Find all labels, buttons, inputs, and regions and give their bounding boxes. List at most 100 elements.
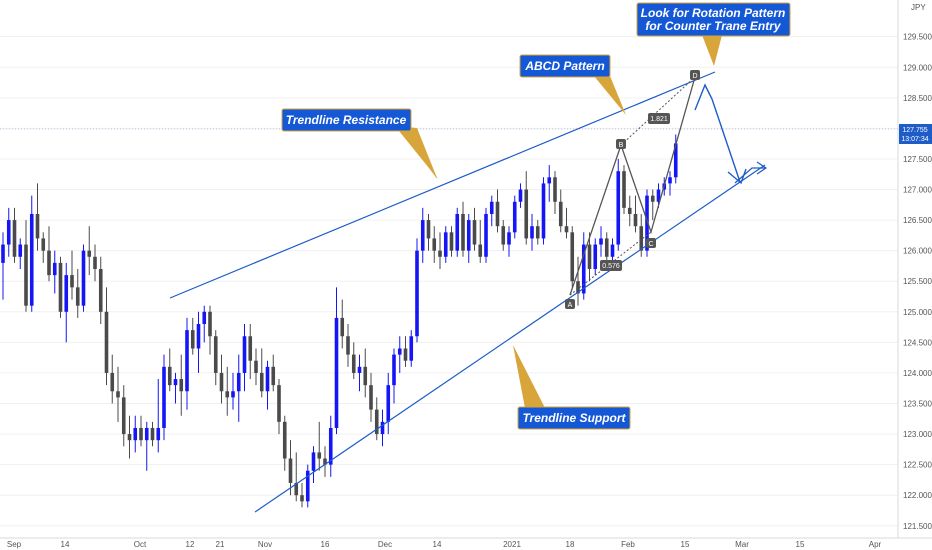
candle-body — [104, 311, 109, 373]
date-tick-label: 15 — [796, 540, 805, 549]
trendline-support[interactable] — [254, 164, 766, 513]
candle-body — [633, 213, 638, 227]
callout-trendline-resistance[interactable]: Trendline Resistance — [281, 108, 438, 179]
candle — [650, 189, 655, 221]
candle-body — [461, 213, 465, 251]
price-tick-label: 127.000 — [903, 186, 932, 195]
candle-body — [593, 244, 598, 269]
candle — [472, 207, 477, 251]
svg-text:A: A — [568, 302, 573, 309]
price-tick-label: 126.500 — [903, 216, 932, 225]
candle-body — [12, 220, 17, 257]
candle-body — [110, 372, 115, 392]
candle-body — [449, 232, 454, 251]
price-tick-label: 123.500 — [903, 400, 932, 409]
candle — [87, 226, 92, 276]
abcd-point-d: D — [690, 70, 700, 80]
date-tick-label: 21 — [216, 540, 225, 549]
candle-body — [208, 311, 212, 337]
candle-body — [351, 354, 356, 373]
price-tick-label: 124.500 — [903, 338, 932, 347]
candle — [254, 348, 258, 386]
candle — [530, 213, 534, 251]
candle-body — [288, 458, 293, 483]
candle-body — [599, 238, 603, 245]
projection-path — [694, 83, 741, 183]
candle — [415, 238, 419, 343]
candle-body — [420, 220, 425, 251]
price-axis[interactable]: 121.500 122.000 122.500 123.000 123.500 124.0… — [903, 33, 932, 531]
candle — [24, 220, 28, 312]
candle-body — [317, 452, 322, 459]
callout-trendline-support[interactable]: Trendline Support — [513, 345, 631, 430]
candle — [133, 415, 138, 453]
projection-arrowhead — [727, 168, 747, 185]
candle — [52, 250, 57, 294]
candle-body — [254, 360, 258, 373]
time-axis[interactable]: Sep 14 Oct 12 21 Nov 16 Dec 14 2021 18 Feb 15 Mar 15 Ap… — [7, 540, 882, 549]
callout-rotation-pattern[interactable]: Look for Rotation Pattern for Counter Tr… — [636, 2, 791, 66]
candle — [288, 440, 293, 496]
candle — [185, 317, 189, 410]
candle-body — [558, 201, 563, 227]
candle-body — [58, 262, 63, 312]
candle — [558, 189, 563, 233]
price-tick-label: 126.000 — [903, 247, 932, 256]
candle — [277, 379, 281, 435]
candle — [70, 250, 74, 300]
candle — [438, 232, 442, 269]
candle — [541, 177, 546, 245]
svg-text:Trendline Resistance: Trendline Resistance — [286, 113, 407, 127]
candle — [265, 360, 270, 410]
candle-body — [81, 250, 86, 306]
candle-body — [225, 391, 230, 398]
date-tick-label: Feb — [621, 540, 635, 549]
price-tick-label: 122.000 — [903, 491, 932, 500]
candle-body — [432, 238, 437, 251]
candle — [369, 372, 373, 422]
candle — [47, 226, 51, 282]
candle-body — [116, 391, 120, 398]
abcd-point-c: C — [646, 238, 656, 248]
candle-body — [650, 195, 655, 202]
candle — [81, 244, 86, 312]
candle-body — [415, 250, 419, 337]
candle — [202, 305, 207, 343]
candle — [564, 207, 569, 239]
trendline-resistance[interactable] — [169, 71, 716, 299]
candle — [340, 299, 345, 349]
candle-body — [627, 207, 632, 214]
candle — [599, 226, 603, 257]
candle-body — [311, 452, 316, 471]
candle-body — [340, 317, 345, 337]
svg-text:B: B — [619, 142, 624, 149]
candle — [576, 256, 580, 306]
abcd-point-b: B — [616, 139, 626, 149]
candle-body — [98, 269, 103, 312]
candle — [403, 336, 408, 367]
candle — [156, 379, 161, 453]
candle-body — [489, 201, 494, 214]
candle — [64, 262, 69, 343]
candle — [104, 287, 109, 386]
candle-body — [277, 385, 281, 422]
callout-abcd-pattern[interactable]: ABCD Pattern — [519, 54, 626, 115]
candle-body — [6, 220, 11, 245]
candle — [150, 421, 155, 447]
candle-body — [29, 213, 34, 306]
rotation-arrow — [734, 167, 765, 184]
date-tick-label: 14 — [433, 540, 442, 549]
candle-body — [185, 330, 189, 392]
candle — [495, 189, 500, 233]
current-price-tag: 127.755 13:07:34 — [899, 124, 932, 144]
candle — [346, 324, 350, 367]
candle — [311, 446, 316, 483]
candle-body — [236, 372, 241, 392]
candle — [213, 330, 218, 386]
candle-body — [530, 226, 534, 239]
candle-body — [167, 366, 172, 386]
candle — [144, 421, 149, 471]
candle — [127, 415, 132, 459]
candle — [231, 372, 235, 410]
